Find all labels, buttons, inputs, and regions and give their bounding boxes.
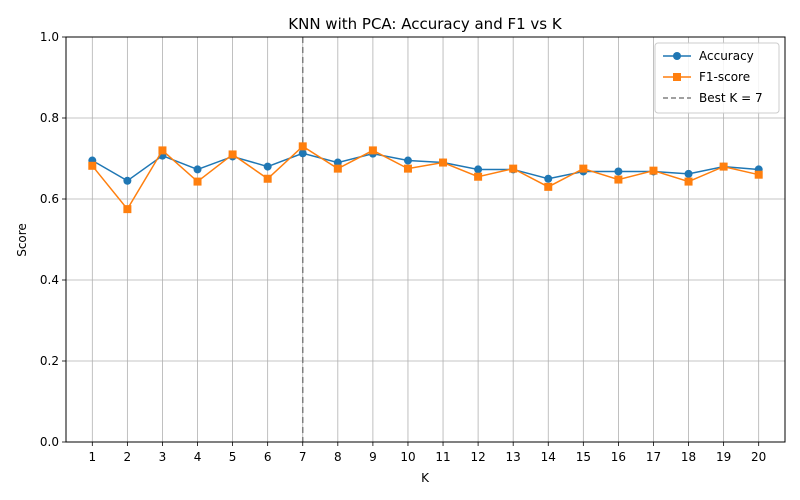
f1-score-point bbox=[719, 162, 728, 171]
accuracy-point bbox=[298, 149, 307, 158]
accuracy-point bbox=[263, 162, 272, 171]
f1-score-point bbox=[754, 170, 763, 179]
x-axis-label: K bbox=[421, 471, 430, 485]
accuracy-point bbox=[684, 169, 693, 178]
y-tick-label: 1.0 bbox=[40, 30, 59, 44]
f1-score-point bbox=[579, 164, 588, 173]
accuracy-point bbox=[123, 176, 132, 185]
x-tick-label: 15 bbox=[576, 450, 591, 464]
accuracy-point bbox=[474, 165, 483, 174]
x-tick-label: 6 bbox=[264, 450, 272, 464]
chart-title: KNN with PCA: Accuracy and F1 vs K bbox=[288, 15, 563, 33]
f1-score-point bbox=[298, 142, 307, 151]
x-tick-label: 13 bbox=[506, 450, 521, 464]
x-tick-label: 2 bbox=[124, 450, 132, 464]
y-tick-label: 0.6 bbox=[40, 192, 59, 206]
x-tick-label: 9 bbox=[369, 450, 377, 464]
x-tick-label: 5 bbox=[229, 450, 237, 464]
f1-score-point bbox=[123, 205, 132, 214]
f1-score-point bbox=[439, 158, 448, 167]
accuracy-point bbox=[544, 174, 553, 183]
legend-box bbox=[654, 42, 780, 114]
y-axis-ticks: 0.0 0.2 0.4 0.6 0.8 1.0 bbox=[40, 30, 66, 449]
x-tick-label: 19 bbox=[716, 450, 731, 464]
y-tick-label: 0.4 bbox=[40, 273, 59, 287]
f1-score-point bbox=[684, 177, 693, 186]
f1-score-point bbox=[228, 150, 237, 159]
legend-f1-label: F1-score bbox=[699, 70, 750, 84]
x-axis-ticks: 1 2 3 4 5 6 7 8 9 10 11 12 13 14 15 16 17 18 19 20 bbox=[88, 442, 766, 464]
x-tick-label: 10 bbox=[400, 450, 415, 464]
f1-score-point bbox=[368, 146, 377, 155]
y-tick-label: 0.0 bbox=[40, 435, 59, 449]
x-tick-label: 7 bbox=[299, 450, 307, 464]
f1-score-point bbox=[544, 182, 553, 191]
accuracy-point bbox=[333, 158, 342, 167]
f1-score-point bbox=[263, 174, 272, 183]
x-tick-label: 11 bbox=[435, 450, 450, 464]
f1-score-point bbox=[333, 164, 342, 173]
f1-score-point bbox=[614, 175, 623, 184]
accuracy-point bbox=[614, 167, 623, 176]
x-tick-label: 17 bbox=[646, 450, 661, 464]
legend-accuracy-label: Accuracy bbox=[699, 49, 754, 63]
x-tick-label: 1 bbox=[88, 450, 96, 464]
f1-score-point bbox=[509, 164, 518, 173]
x-tick-label: 14 bbox=[541, 450, 556, 464]
x-tick-label: 16 bbox=[611, 450, 626, 464]
x-tick-label: 12 bbox=[470, 450, 485, 464]
f1-score-series-line bbox=[91, 145, 759, 211]
x-tick-label: 20 bbox=[751, 450, 766, 464]
y-axis-label: Score bbox=[15, 223, 29, 257]
legend-best-k-label: Best K = 7 bbox=[699, 91, 763, 105]
f1-score-point bbox=[649, 166, 658, 175]
f1-score-point bbox=[193, 177, 202, 186]
f1-score-point bbox=[88, 161, 97, 170]
x-tick-label: 8 bbox=[334, 450, 342, 464]
accuracy-point bbox=[193, 165, 202, 174]
x-tick-label: 3 bbox=[159, 450, 167, 464]
y-tick-label: 0.8 bbox=[40, 111, 59, 125]
accuracy-point bbox=[403, 156, 412, 165]
legend-f1-marker bbox=[673, 73, 681, 81]
plot-frame bbox=[65, 36, 786, 443]
f1-score-point bbox=[403, 164, 412, 173]
series-layer bbox=[88, 142, 763, 214]
legend-accuracy-marker bbox=[673, 52, 681, 60]
x-tick-label: 18 bbox=[681, 450, 696, 464]
y-tick-label: 0.2 bbox=[40, 354, 59, 368]
x-tick-label: 4 bbox=[194, 450, 202, 464]
f1-score-point bbox=[158, 146, 167, 155]
f1-score-point bbox=[474, 172, 483, 181]
legend: Accuracy F1-score Best K = 7 bbox=[654, 42, 780, 114]
grid bbox=[66, 36, 785, 443]
